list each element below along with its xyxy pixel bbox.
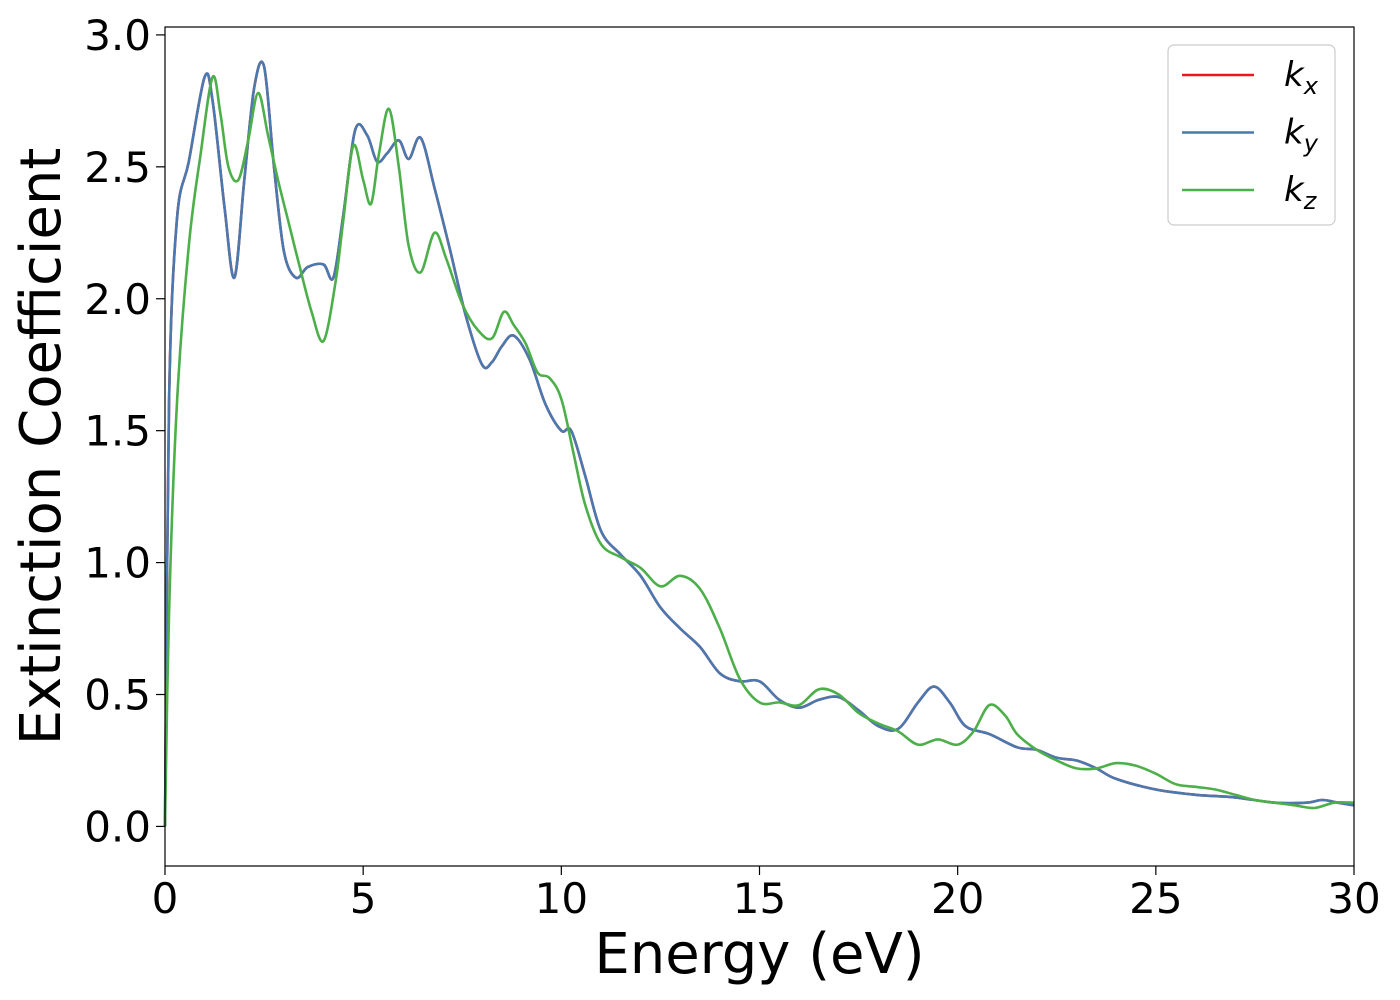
x-tick-label: 10: [535, 874, 588, 923]
y-tick-label: 1.5: [84, 407, 151, 456]
x-axis-label: Energy (eV): [594, 922, 924, 987]
legend-label-k-x: kx: [1284, 55, 1319, 100]
legend-label-k-z: kz: [1284, 170, 1318, 215]
y-tick-label: 1.0: [84, 539, 151, 588]
x-tick-label: 25: [1129, 874, 1182, 923]
x-tick-label: 5: [350, 874, 377, 923]
y-tick-label: 2.5: [84, 143, 151, 192]
y-tick-label: 2.0: [84, 275, 151, 324]
legend: kx ky kz: [1167, 44, 1336, 226]
y-tick-label: 0.0: [84, 802, 151, 851]
x-tick-label: 20: [931, 874, 984, 923]
series-line-k-z: [163, 74, 1355, 827]
series-layer: [163, 60, 1355, 827]
x-tick-label: 30: [1327, 874, 1380, 923]
legend-label-k-y: ky: [1284, 113, 1319, 158]
x-tick-label: 0: [152, 874, 179, 923]
y-axis-label: Extinction Coefficient: [9, 148, 74, 746]
x-tick-label: 15: [733, 874, 786, 923]
series-line-k-y: [163, 60, 1355, 827]
y-tick-label: 0.5: [84, 671, 151, 720]
legend-box: [1167, 44, 1336, 226]
ticks-layer: 0 5 10 15 20 25 30 0.0 0.5 1.0 1.5 2.0 2.5 3.0: [84, 11, 1381, 923]
y-tick-label: 3.0: [84, 11, 151, 60]
